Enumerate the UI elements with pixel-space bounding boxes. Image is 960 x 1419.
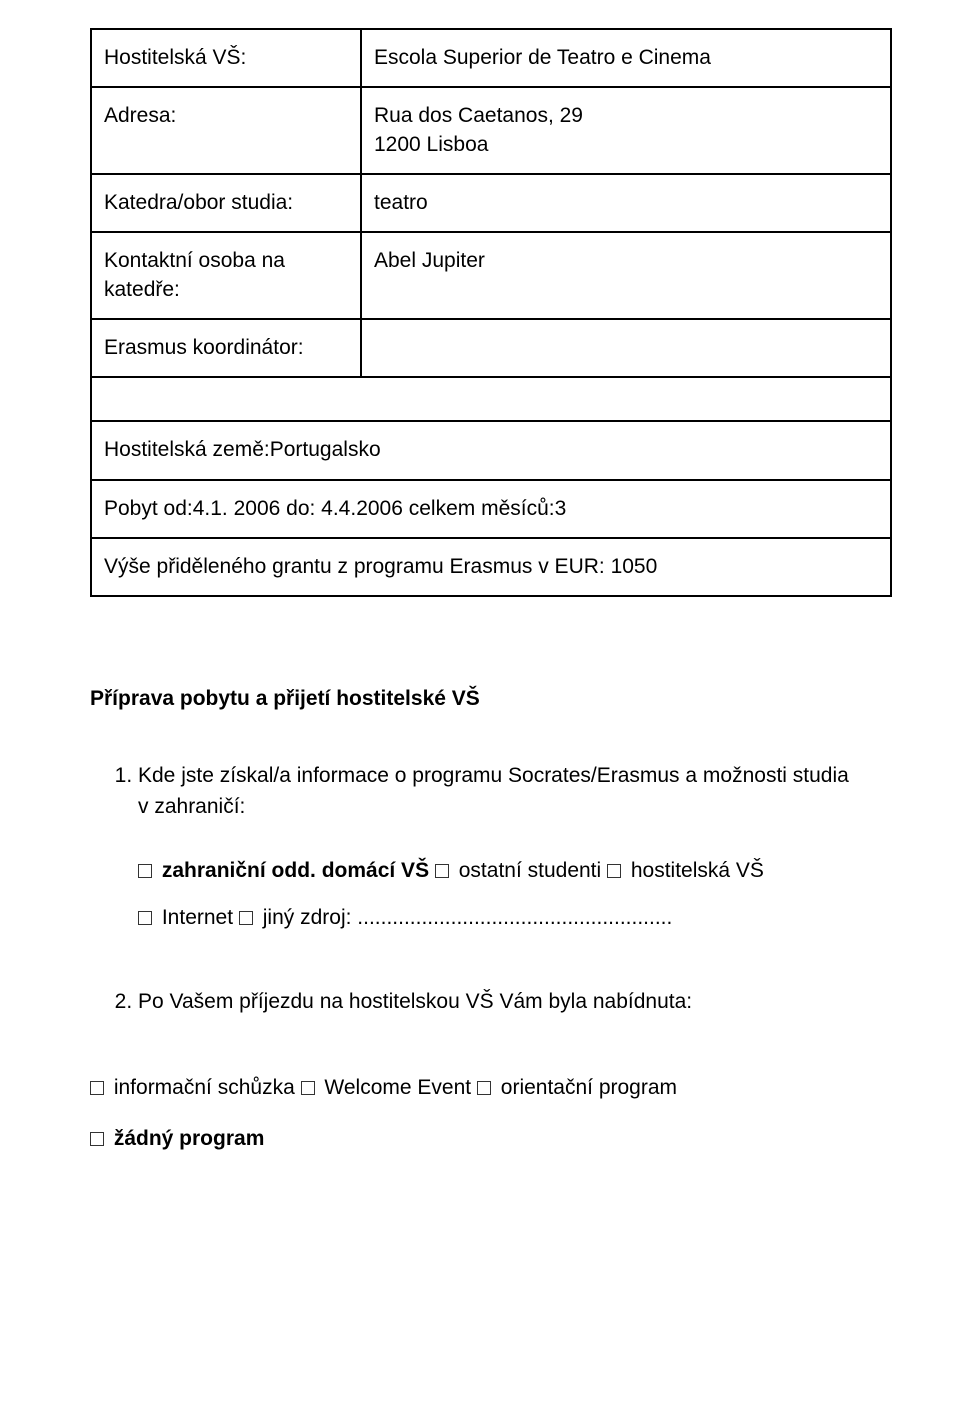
info-table: Hostitelská VŠ: Escola Superior de Teatr… bbox=[90, 28, 892, 597]
checkbox-icon[interactable] bbox=[607, 864, 621, 878]
gap-row bbox=[91, 377, 891, 421]
adresa-line2: 1200 Lisboa bbox=[374, 133, 488, 156]
checkbox-icon[interactable] bbox=[477, 1081, 491, 1095]
adresa-line1: Rua dos Caetanos, 29 bbox=[374, 104, 583, 127]
label-katedra: Katedra/obor studia: bbox=[91, 174, 361, 232]
checkbox-icon[interactable] bbox=[138, 864, 152, 878]
label-koordinator: Erasmus koordinátor: bbox=[91, 319, 361, 377]
row-zeme: Hostitelská země:Portugalsko bbox=[91, 421, 891, 479]
opt-info: informační schůzka bbox=[108, 1076, 301, 1099]
opt-orient: orientační program bbox=[495, 1076, 677, 1099]
opt-ostatni: ostatní studenti bbox=[459, 859, 607, 882]
opt-zadny: žádný program bbox=[108, 1127, 264, 1150]
kontakt-l1: Kontaktní osoba na bbox=[104, 249, 285, 272]
opt-zahranicni: zahraniční odd. bbox=[162, 859, 316, 882]
kontakt-l2: katedře: bbox=[104, 278, 180, 301]
dots: ........................................… bbox=[357, 906, 672, 929]
q1-text-l1: Kde jste získal/a informace o programu S… bbox=[138, 764, 849, 787]
value-host-vs: Escola Superior de Teatro e Cinema bbox=[361, 29, 891, 87]
checkbox-icon[interactable] bbox=[90, 1132, 104, 1146]
section-title: Příprava pobytu a přijetí hostitelské VŠ bbox=[90, 687, 960, 711]
row-grant: Výše přiděleného grantu z programu Erasm… bbox=[91, 538, 891, 596]
opt-welcome: Welcome Event bbox=[319, 1076, 477, 1099]
value-katedra: teatro bbox=[361, 174, 891, 232]
value-koordinator bbox=[361, 319, 891, 377]
row-pobyt: Pobyt od:4.1. 2006 do: 4.4.2006 celkem m… bbox=[91, 480, 891, 538]
question-2: Po Vašem příjezdu na hostitelskou VŠ Vám… bbox=[138, 987, 960, 1017]
value-adresa: Rua dos Caetanos, 29 1200 Lisboa bbox=[361, 87, 891, 174]
checkbox-icon[interactable] bbox=[138, 911, 152, 925]
label-adresa: Adresa: bbox=[91, 87, 361, 174]
label-kontakt: Kontaktní osoba na katedře: bbox=[91, 232, 361, 319]
checkbox-icon[interactable] bbox=[435, 864, 449, 878]
opt-hostitelska: hostitelská VŠ bbox=[631, 859, 764, 882]
q2-options: informační schůzka Welcome Event orienta… bbox=[90, 1063, 960, 1164]
checkbox-icon[interactable] bbox=[301, 1081, 315, 1095]
opt-domaci: domácí VŠ bbox=[322, 859, 435, 882]
checkbox-icon[interactable] bbox=[90, 1081, 104, 1095]
opt-internet: Internet bbox=[162, 906, 239, 929]
q1-options: zahraniční odd. domácí VŠ ostatní studen… bbox=[138, 848, 960, 940]
value-kontakt: Abel Jupiter bbox=[361, 232, 891, 319]
q2-text: Po Vašem příjezdu na hostitelskou VŠ Vám… bbox=[138, 990, 692, 1013]
question-1: Kde jste získal/a informace o programu S… bbox=[138, 761, 960, 940]
question-list: Kde jste získal/a informace o programu S… bbox=[90, 761, 960, 1017]
opt-jiny: jiný zdroj: bbox=[263, 906, 358, 929]
q1-text-l2: v zahraničí: bbox=[138, 795, 245, 818]
checkbox-icon[interactable] bbox=[239, 911, 253, 925]
label-host-vs: Hostitelská VŠ: bbox=[91, 29, 361, 87]
